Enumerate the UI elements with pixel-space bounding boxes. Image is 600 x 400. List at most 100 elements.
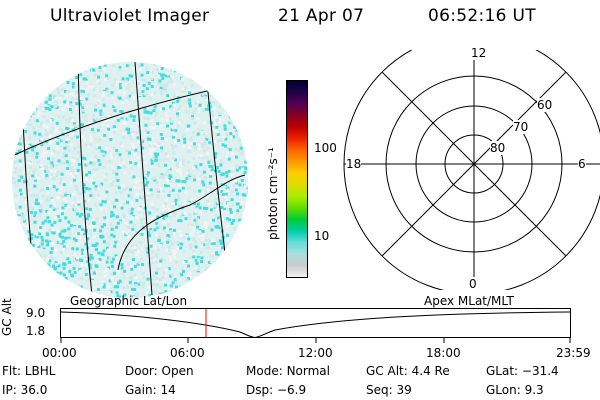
- aurora-pixel: [123, 121, 127, 125]
- aurora-pixel: [126, 77, 129, 81]
- aurora-pixel: [167, 194, 171, 197]
- aurora-pixel: [209, 172, 213, 176]
- aurora-pixel: [120, 206, 124, 210]
- aurora-pixel: [16, 101, 20, 105]
- aurora-pixel: [13, 211, 17, 215]
- aurora-pixel: [194, 245, 198, 249]
- aurora-pixel: [212, 124, 216, 128]
- aurora-pixel: [237, 148, 241, 152]
- aurora-pixel: [204, 238, 208, 242]
- aurora-pixel: [169, 228, 173, 232]
- aurora-pixel: [65, 140, 69, 144]
- aurora-pixel: [49, 164, 53, 167]
- aurora-pixel: [141, 247, 145, 250]
- aurora-pixel: [188, 145, 192, 149]
- aurora-pixel: [84, 257, 88, 261]
- aurora-pixel: [192, 249, 196, 253]
- aurora-pixel: [58, 218, 62, 222]
- aurora-pixel: [37, 260, 41, 264]
- aurora-pixel: [190, 142, 194, 146]
- aurora-pixel: [164, 207, 168, 211]
- aurora-pixel: [89, 135, 93, 139]
- aurora-pixel: [210, 168, 214, 172]
- aurora-pixel: [24, 82, 28, 86]
- status-glat-label: GLat:: [486, 364, 519, 378]
- aurora-pixel: [229, 160, 233, 164]
- aurora-pixel: [186, 128, 190, 132]
- aurora-pixel: [125, 64, 129, 68]
- aurora-pixel: [222, 273, 225, 276]
- aurora-pixel: [56, 87, 60, 91]
- aurora-pixel: [21, 107, 25, 111]
- aurora-pixel: [158, 175, 162, 179]
- aurora-pixel: [235, 288, 239, 292]
- aurora-pixel: [33, 296, 37, 298]
- aurora-pixel: [238, 269, 242, 273]
- aurora-pixel: [197, 107, 201, 111]
- aurora-pixel: [15, 151, 18, 155]
- aurora-pixel: [25, 122, 29, 126]
- aurora-pixel: [35, 268, 39, 272]
- aurora-pixel: [207, 290, 211, 294]
- aurora-pixel: [193, 178, 196, 182]
- aurora-pixel: [73, 146, 77, 150]
- aurora-pixel: [66, 167, 70, 170]
- aurora-pixel: [135, 216, 139, 219]
- aurora-pixel: [113, 244, 117, 248]
- aurora-pixel: [31, 278, 35, 281]
- aurora-pixel: [134, 180, 138, 184]
- aurora-pixel: [121, 200, 125, 204]
- aurora-pixel: [51, 297, 55, 298]
- aurora-pixel: [146, 213, 150, 217]
- aurora-pixel: [121, 144, 124, 148]
- aurora-pixel: [33, 78, 37, 82]
- aurora-pixel: [20, 231, 24, 235]
- aurora-pixel: [75, 63, 79, 67]
- aurora-pixel: [241, 149, 245, 153]
- aurora-pixel: [119, 203, 123, 207]
- aurora-pixel: [59, 103, 63, 107]
- aurora-pixel: [45, 91, 49, 95]
- aurora-pixel: [47, 160, 51, 164]
- aurora-pixel: [159, 124, 163, 128]
- aurora-pixel: [46, 265, 50, 269]
- aurora-pixel: [35, 119, 39, 123]
- aurora-pixel: [194, 209, 198, 213]
- aurora-pixel: [112, 201, 116, 204]
- aurora-pixel: [85, 81, 89, 85]
- aurora-pixel: [65, 126, 68, 130]
- aurora-pixel: [246, 204, 248, 208]
- aurora-pixel: [218, 239, 222, 243]
- aurora-pixel: [123, 184, 127, 188]
- aurora-pixel: [215, 251, 219, 255]
- aurora-pixel: [121, 131, 125, 135]
- aurora-pixel: [247, 245, 248, 249]
- aurora-pixel: [153, 144, 157, 148]
- aurora-pixel: [154, 158, 158, 162]
- aurora-pixel: [89, 143, 93, 147]
- aurora-pixel: [224, 249, 228, 253]
- aurora-pixel: [216, 133, 220, 136]
- aurora-pixel: [236, 132, 240, 136]
- aurora-pixel: [85, 173, 88, 177]
- aurora-pixel: [99, 89, 103, 93]
- aurora-pixel: [147, 231, 151, 235]
- aurora-pixel: [186, 124, 190, 128]
- aurora-pixel: [91, 221, 95, 225]
- aurora-pixel: [240, 142, 244, 146]
- aurora-pixel: [148, 213, 152, 217]
- aurora-pixel: [196, 167, 200, 171]
- aurora-pixel: [143, 79, 147, 83]
- aurora-pixel: [177, 194, 181, 198]
- aurora-pixel: [55, 263, 59, 267]
- aurora-pixel: [245, 217, 248, 221]
- aurora-pixel: [241, 68, 245, 72]
- aurora-pixel: [188, 174, 192, 178]
- aurora-pixel: [53, 221, 57, 225]
- aurora-pixel: [60, 107, 64, 111]
- aurora-pixel: [78, 258, 82, 262]
- aurora-pixel: [14, 80, 18, 83]
- status-gain-label: Gain:: [125, 383, 157, 397]
- aurora-pixel: [135, 244, 139, 248]
- aurora-pixel: [141, 140, 145, 143]
